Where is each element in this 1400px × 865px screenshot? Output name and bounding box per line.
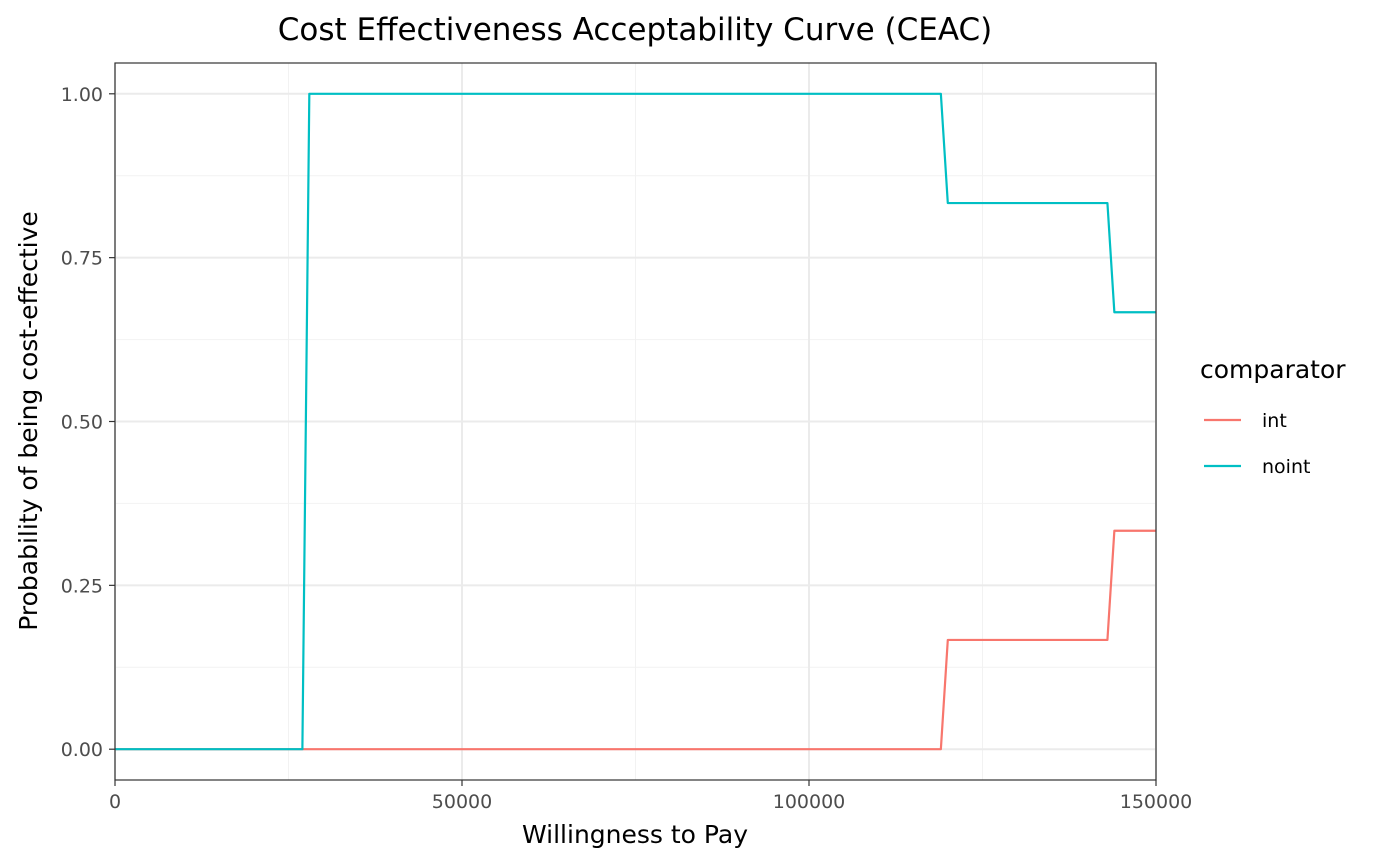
y-axis: 0.00 0.25 0.50 0.75 1.00 — [61, 84, 115, 761]
y-tick-label: 0.75 — [61, 248, 103, 270]
x-axis: 0 50000 100000 150000 — [109, 780, 1192, 813]
x-tick-label: 100000 — [773, 791, 846, 813]
legend: comparator int noint — [1200, 355, 1346, 478]
legend-item-int: int — [1204, 410, 1287, 432]
y-axis-title: Probability of being cost-effective — [14, 211, 43, 631]
x-tick-label: 150000 — [1120, 791, 1193, 813]
grid — [114, 63, 1157, 780]
x-axis-title: Willingness to Pay — [522, 820, 748, 849]
legend-item-noint: noint — [1204, 456, 1310, 478]
y-tick-label: 1.00 — [61, 84, 103, 106]
x-tick-label: 50000 — [432, 791, 492, 813]
legend-title: comparator — [1200, 355, 1346, 384]
legend-label-int: int — [1262, 410, 1287, 432]
chart-title: Cost Effectiveness Acceptability Curve (… — [278, 12, 992, 48]
y-tick-label: 0.25 — [61, 575, 103, 597]
y-tick-label: 0.00 — [61, 739, 103, 761]
legend-label-noint: noint — [1262, 456, 1310, 478]
y-tick-label: 0.50 — [61, 412, 103, 434]
series-lines — [115, 92, 1156, 751]
series-line-noint — [115, 92, 1156, 751]
x-tick-label: 0 — [109, 791, 121, 813]
series-line-int — [115, 529, 1156, 751]
